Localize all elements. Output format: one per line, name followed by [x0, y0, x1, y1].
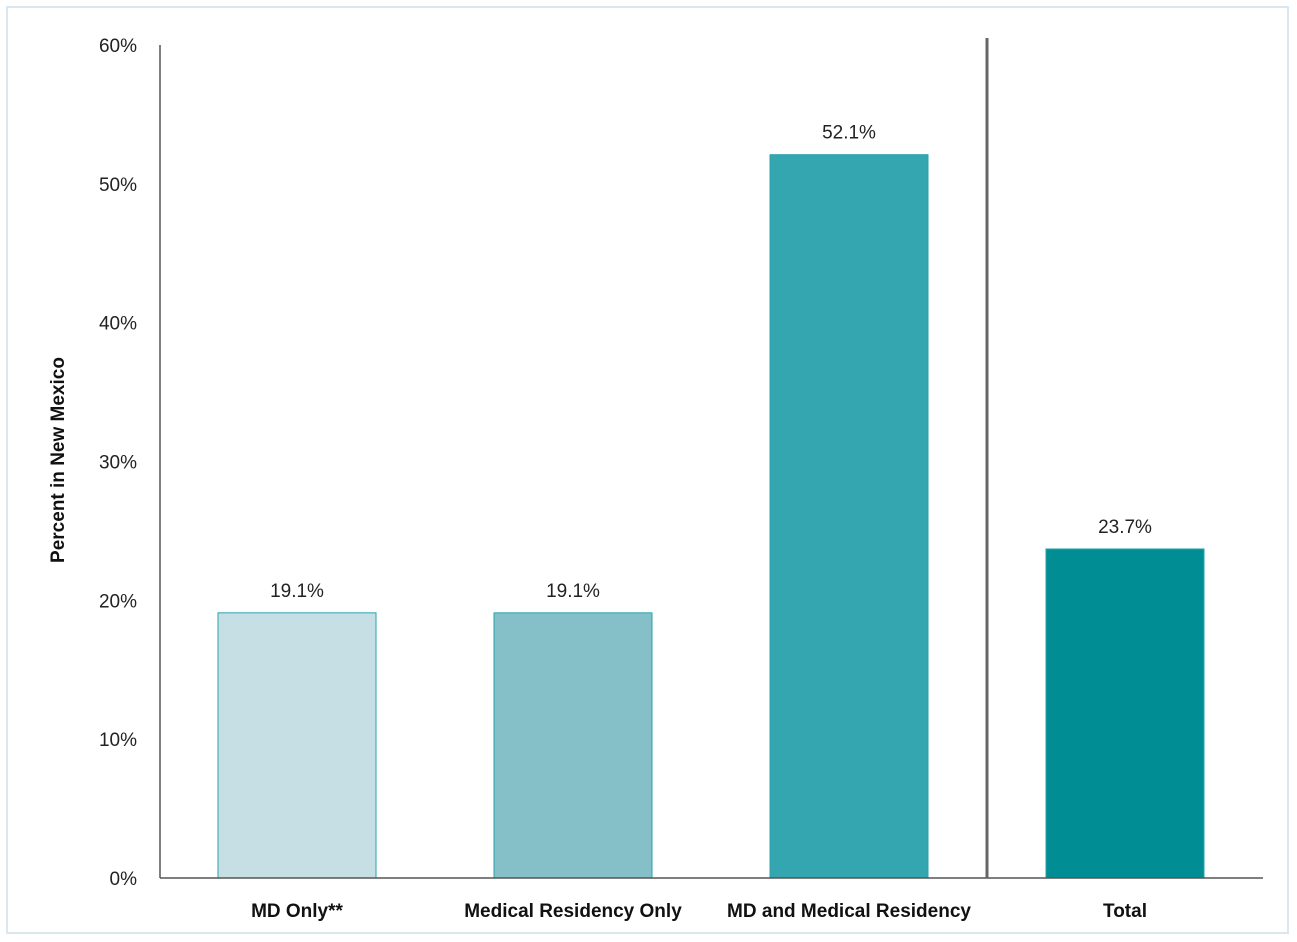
bar-value-label: 23.7%	[1098, 517, 1152, 538]
y-tick-label: 0%	[110, 869, 138, 890]
x-category-label: Total	[1103, 901, 1147, 922]
bar	[769, 154, 929, 879]
bar-value-label: 52.1%	[822, 123, 876, 144]
data-labels: 19.1% 19.1% 52.1% 23.7%	[270, 123, 1152, 602]
x-category-label: Medical Residency Only	[464, 901, 682, 922]
bar	[217, 612, 377, 879]
y-axis-ticks: 0% 10% 20% 30% 40% 50% 60%	[99, 36, 137, 890]
x-axis-categories: MD Only** Medical Residency Only MD and Me…	[251, 901, 1147, 922]
x-category-label: MD and Medical Residency	[727, 901, 971, 922]
y-tick-label: 50%	[99, 175, 137, 196]
bar-value-label: 19.1%	[546, 581, 600, 602]
bar	[493, 612, 653, 879]
y-axis-title: Percent in New Mexico	[48, 357, 69, 563]
y-tick-label: 20%	[99, 591, 137, 612]
x-category-label: MD Only**	[251, 901, 343, 922]
y-tick-label: 10%	[99, 730, 137, 751]
y-tick-label: 60%	[99, 36, 137, 57]
bars	[217, 154, 1205, 879]
bar-value-label: 19.1%	[270, 581, 324, 602]
y-tick-label: 40%	[99, 314, 137, 335]
y-tick-label: 30%	[99, 453, 137, 474]
bar	[1045, 548, 1205, 879]
